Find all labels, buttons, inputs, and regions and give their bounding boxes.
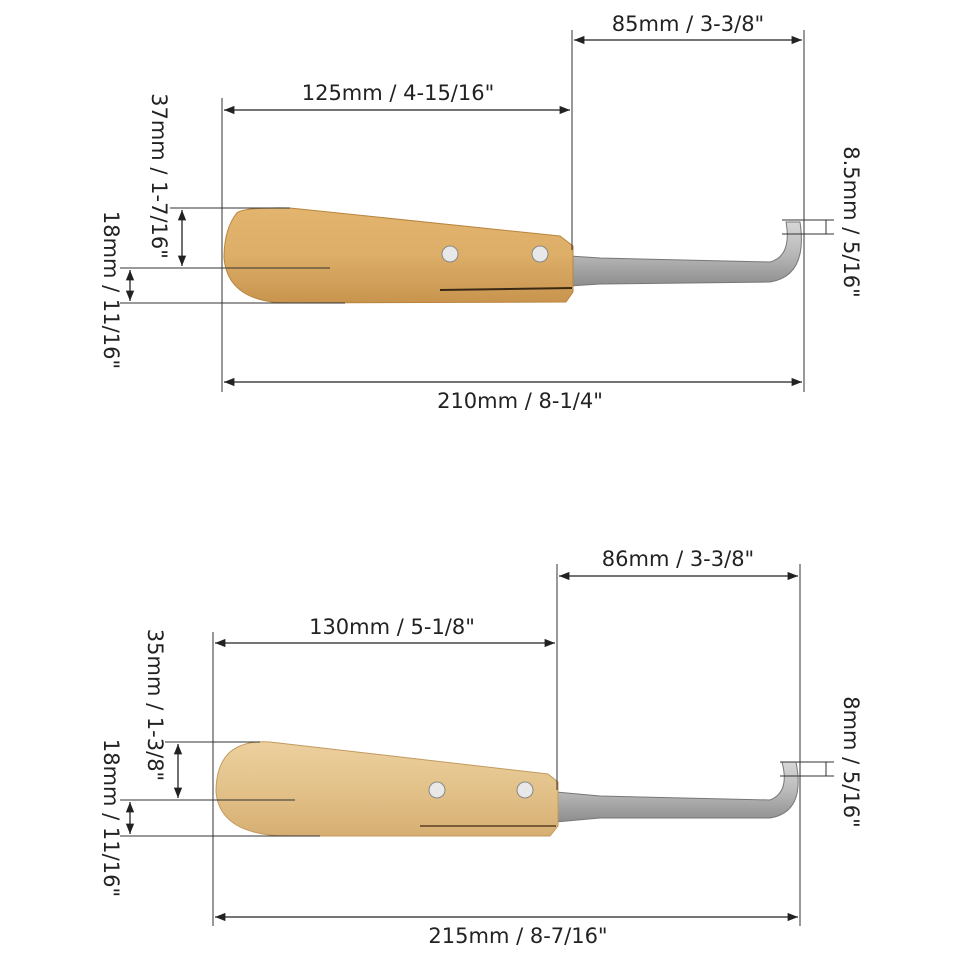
blade-length: 85mm / 3-3/8" [612, 12, 764, 36]
rivet [428, 781, 446, 799]
hook-gap: 8.5mm / 5/16" [839, 146, 863, 298]
hook-gap: 8mm / 5/16" [839, 696, 863, 828]
rivet [441, 245, 459, 263]
blade-length: 86mm / 3-3/8" [602, 547, 754, 571]
knife-2: 130mm / 5-1/8" 86mm / 3-3/8" 215mm / 8-7… [99, 547, 863, 948]
blade [555, 761, 799, 823]
handle-thickness: 18mm / 11/16" [99, 211, 123, 369]
blade [569, 221, 802, 287]
handle-thickness: 18mm / 11/16" [99, 739, 123, 897]
knife-1: 125mm / 4-15/16" 85mm / 3-3/8" 210mm / 8… [99, 12, 863, 413]
handle [215, 741, 559, 837]
rivet [516, 781, 534, 799]
handle-length: 130mm / 5-1/8" [309, 615, 475, 639]
handle-width: 35mm / 1-3/8" [143, 629, 167, 781]
total-length: 210mm / 8-1/4" [437, 389, 603, 413]
rivet [531, 245, 549, 263]
total-length: 215mm / 8-7/16" [428, 924, 607, 948]
handle-length: 125mm / 4-15/16" [302, 81, 495, 105]
handle-width: 37mm / 1-7/16" [147, 93, 171, 259]
